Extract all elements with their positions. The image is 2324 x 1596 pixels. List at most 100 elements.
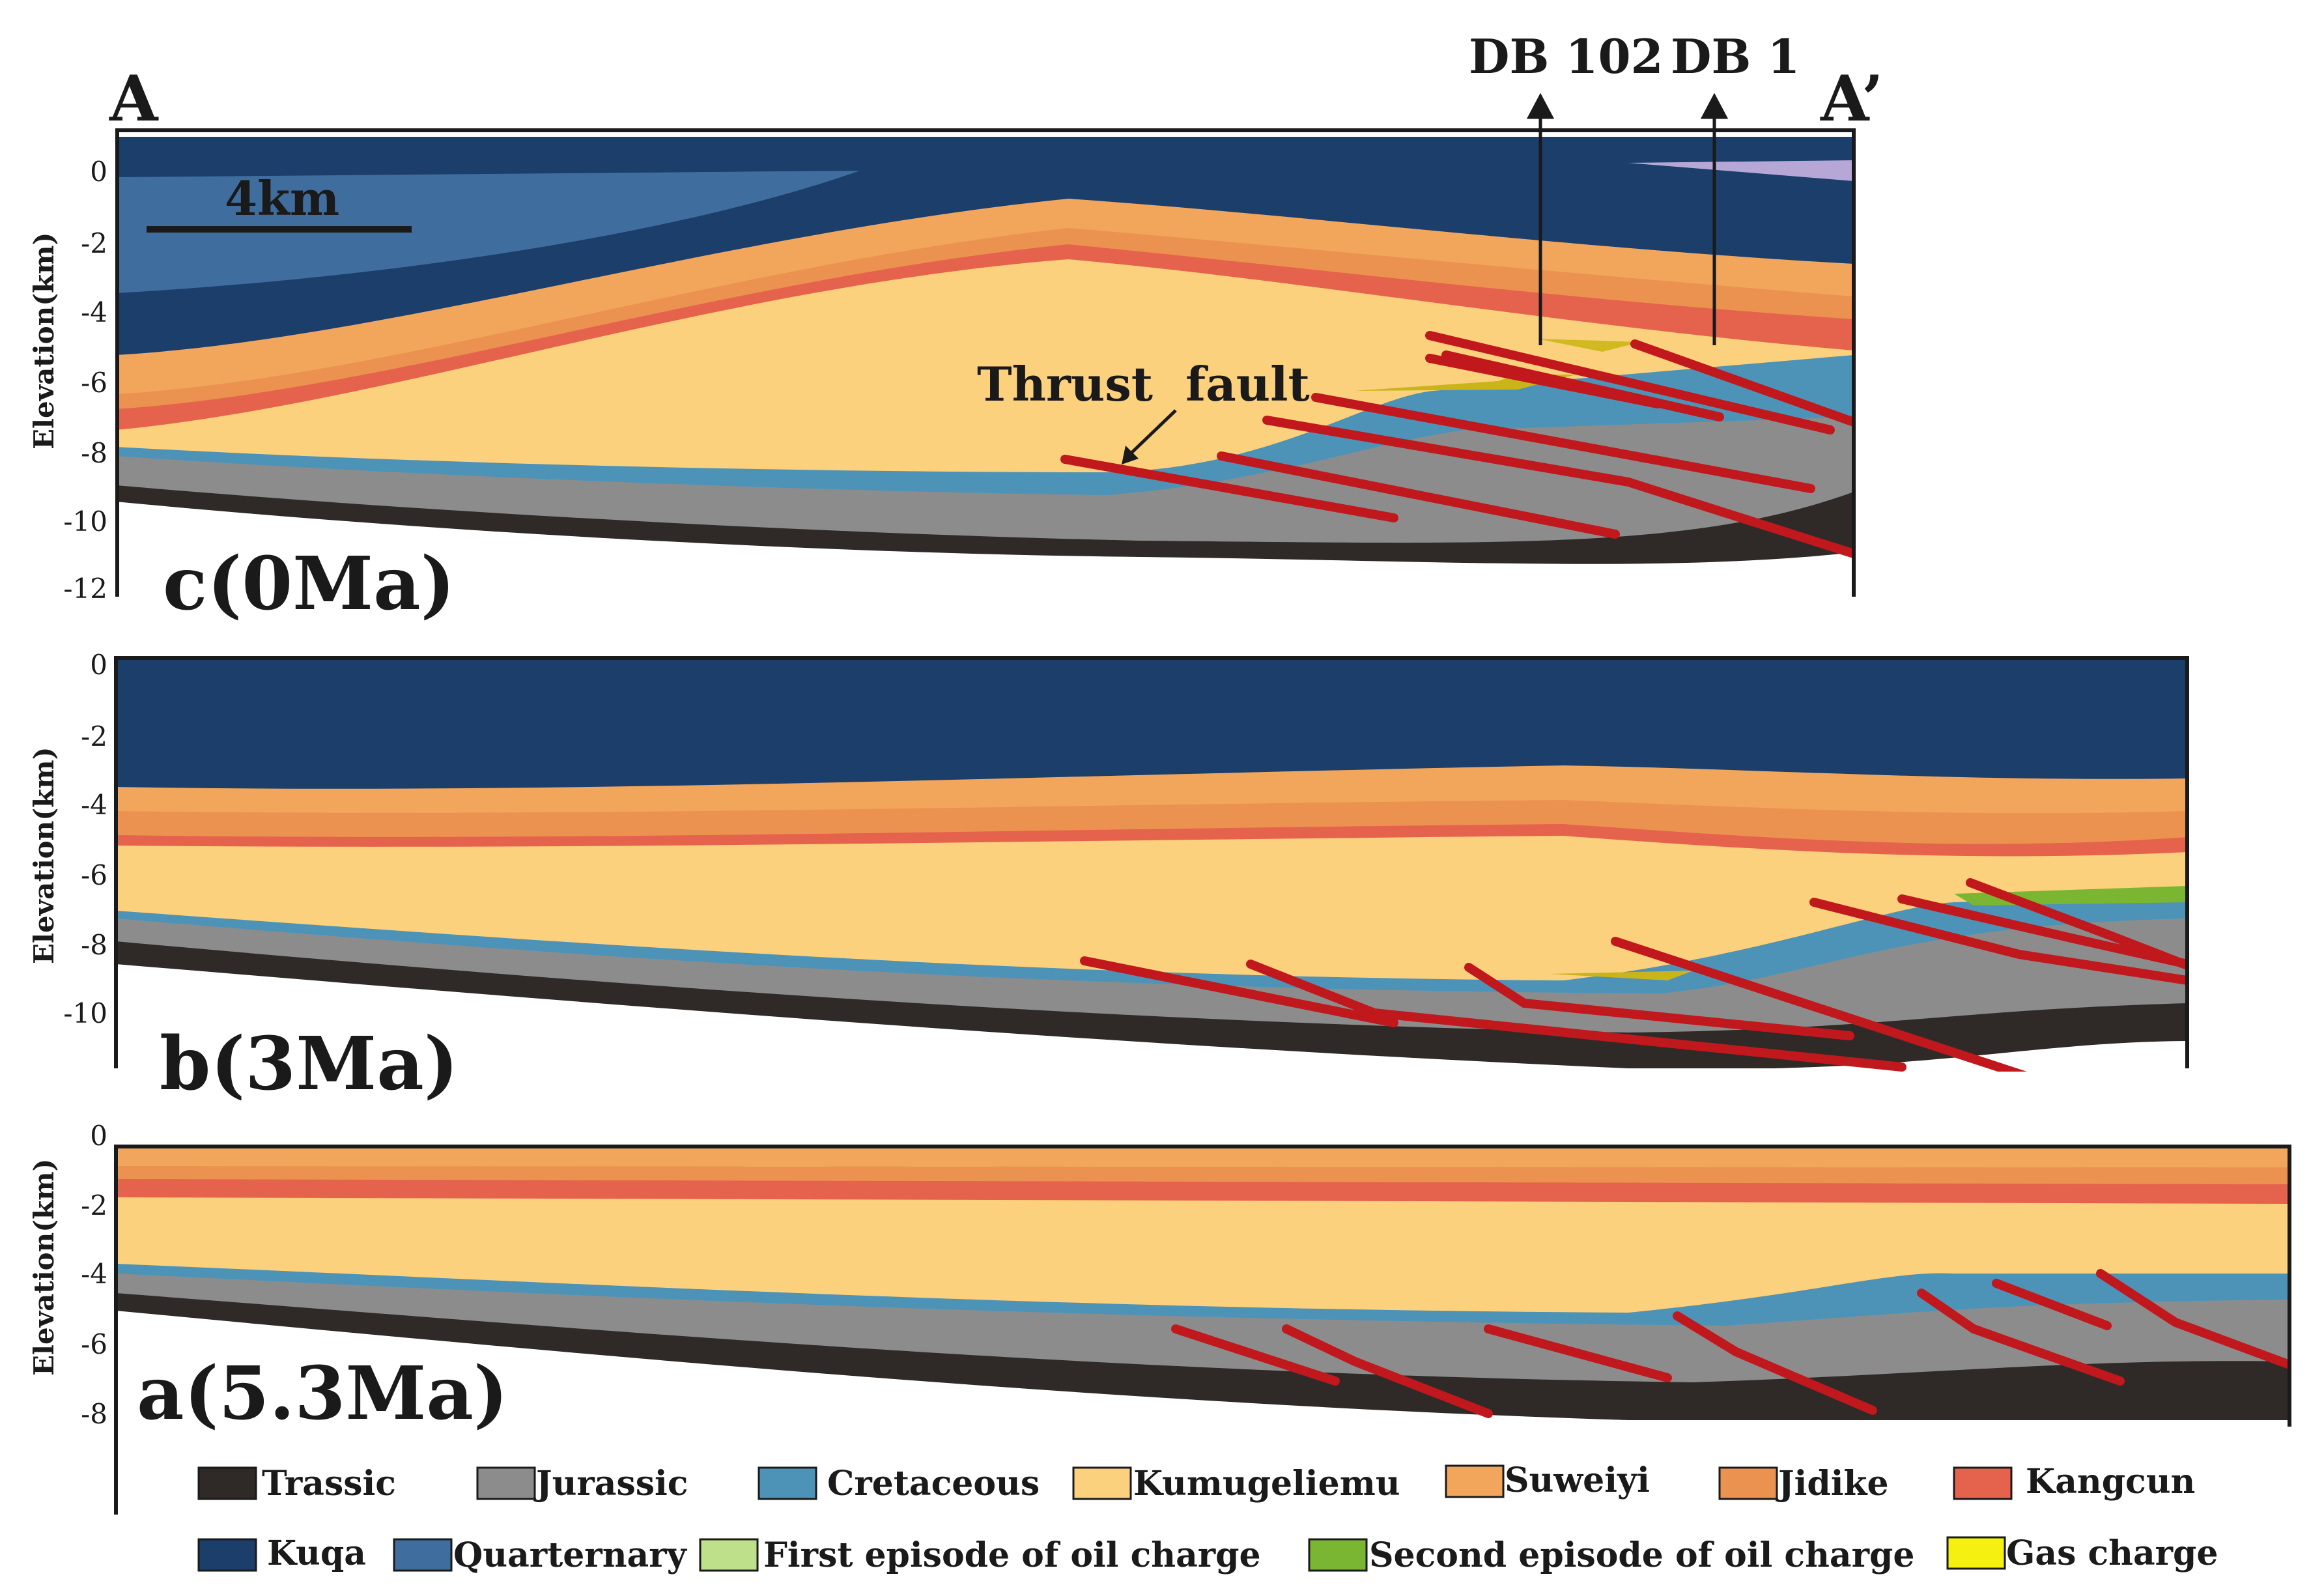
y-axis-label: Elevation(km)	[28, 1159, 60, 1376]
thrust-fault-annotation: Thrust fault	[977, 356, 1310, 412]
fault-line	[1246, 960, 1906, 1072]
panel-a: Elevation(km) 0 -2 -4 -6 -8 a(5.3Ma)	[28, 1120, 2291, 1515]
fault-line	[1917, 1289, 2125, 1386]
panel-a-frame	[114, 1145, 2291, 1515]
legend-swatch-kumugeliemu	[1072, 1466, 1132, 1500]
y-tick: -8	[81, 437, 107, 469]
y-axis-label: Elevation(km)	[28, 747, 60, 965]
oil-charge-b	[1550, 971, 1693, 980]
purple-patch	[1628, 160, 1854, 181]
legend-label-gas: Gas charge	[2006, 1533, 2218, 1573]
legend-swatch-kuqa	[197, 1538, 257, 1572]
y-tick: -10	[63, 997, 107, 1029]
y-tick: 0	[90, 1120, 107, 1152]
legend-swatch-first-oil	[699, 1538, 759, 1572]
legend-label-suweiyi: Suweiyi	[1505, 1461, 1650, 1500]
fault-line	[1897, 894, 2189, 969]
legend-label-jurassic: Jurassic	[533, 1464, 688, 1503]
legend-swatch-trassic	[197, 1466, 257, 1500]
scale-bar-label: 4km	[225, 171, 339, 226]
fault-line	[1464, 963, 1854, 1040]
faults-c	[1060, 331, 1855, 558]
fault-line	[1282, 1324, 1493, 1418]
fault-line	[1630, 339, 1855, 427]
y-tick: -8	[81, 1398, 107, 1430]
section-end-label: A’	[1820, 62, 1884, 135]
fault-line	[1992, 1279, 2112, 1330]
y-tick: -2	[81, 720, 107, 752]
legend-label-second-oil: Second episode of oil charge	[1369, 1535, 1914, 1575]
fault-line	[1484, 1324, 1672, 1382]
fault-line	[1425, 331, 1835, 435]
legend-label-kumugeliemu: Kumugeliemu	[1133, 1464, 1400, 1503]
legend: Trassic Jurassic Cretaceous Kumugeliemu …	[197, 1461, 2218, 1575]
fault-line	[1171, 1324, 1340, 1386]
y-tick: -6	[81, 367, 107, 399]
fault-line	[1441, 350, 1724, 421]
legend-swatch-gas	[1946, 1536, 2006, 1570]
y-ticks-a: 0 -2 -4 -6 -8	[81, 1120, 107, 1430]
y-ticks-b: 0 -2 -4 -6 -8 -10	[63, 649, 107, 1029]
legend-swatch-cretaceous	[758, 1466, 817, 1500]
legend-label-cretaceous: Cretaceous	[827, 1464, 1040, 1503]
gas-charge-c	[1537, 339, 1641, 352]
y-tick: -2	[81, 227, 107, 259]
panel-b-label: b(3Ma)	[160, 1021, 459, 1107]
y-tick: -8	[81, 929, 107, 961]
quarternary-layer	[117, 171, 860, 293]
panel-a-label: a(5.3Ma)	[137, 1351, 508, 1436]
fault-line	[2096, 1269, 2291, 1369]
y-tick: -2	[81, 1190, 107, 1221]
fault-line	[1311, 393, 1815, 493]
legend-label-kangcun: Kangcun	[2026, 1462, 2195, 1502]
legend-swatch-second-oil	[1308, 1538, 1368, 1572]
legend-label-quarternary: Quarternary	[453, 1535, 688, 1575]
fault-line	[1809, 898, 2189, 985]
section-start-label: A	[109, 62, 159, 135]
legend-label-first-oil: First episode of oil charge	[763, 1535, 1261, 1575]
fault-line	[1060, 455, 1398, 522]
well-label-db1: DB 1	[1671, 29, 1800, 84]
fault-line	[1080, 956, 1398, 1027]
legend-swatch-jidike	[1718, 1466, 1778, 1500]
y-tick: -12	[63, 573, 107, 605]
fault-line	[1262, 416, 1855, 558]
panel-c-frame	[115, 128, 1856, 597]
faults-b	[1080, 878, 2189, 1072]
thrust-fault-arrowhead	[1122, 446, 1139, 464]
panel-b-frame	[114, 656, 2189, 1068]
legend-swatch-jurassic	[476, 1466, 536, 1500]
y-tick: -4	[81, 789, 107, 821]
thrust-fault-arrow	[1127, 409, 1177, 457]
panel-b: Elevation(km) 0 -2 -4 -6 -8 -10 b(3Ma)	[28, 649, 2189, 1107]
legend-swatch-quarternary	[393, 1538, 453, 1572]
below-layer-b	[116, 964, 2187, 1072]
well-label-db102: DB 102	[1469, 29, 1664, 84]
below-layer-a	[116, 1311, 2289, 1423]
below-layer-c	[117, 502, 1854, 599]
y-tick: 0	[90, 649, 107, 681]
well-db102-arrow	[1526, 93, 1555, 119]
legend-label-jidike: Jidike	[1776, 1464, 1889, 1503]
legend-swatch-kangcun	[1953, 1466, 2013, 1500]
fault-line	[1217, 451, 1620, 539]
wells	[1526, 93, 1729, 345]
y-axis-label: Elevation(km)	[28, 233, 60, 450]
legend-swatch-suweiyi	[1445, 1464, 1505, 1498]
y-tick: -4	[81, 296, 107, 328]
panel-c: 4km Thrust fault Elevation(km) 0 -2 -4 -…	[28, 93, 1856, 627]
fault-line	[1966, 878, 2189, 970]
legend-label-kuqa: Kuqa	[267, 1533, 366, 1573]
panel-c-label: c(0Ma)	[163, 541, 455, 627]
well-db1-arrow	[1700, 93, 1729, 119]
y-tick: -6	[81, 1328, 107, 1360]
fault-line	[1611, 937, 2027, 1072]
y-tick: 0	[90, 156, 107, 188]
y-tick: -10	[63, 506, 107, 537]
fault-line	[1673, 1311, 1877, 1415]
y-tick: -4	[81, 1258, 107, 1290]
faults-a	[1171, 1269, 2291, 1418]
y-ticks-c: 0 -2 -4 -6 -8 -10 -12	[63, 156, 107, 605]
y-tick: -6	[81, 859, 107, 891]
